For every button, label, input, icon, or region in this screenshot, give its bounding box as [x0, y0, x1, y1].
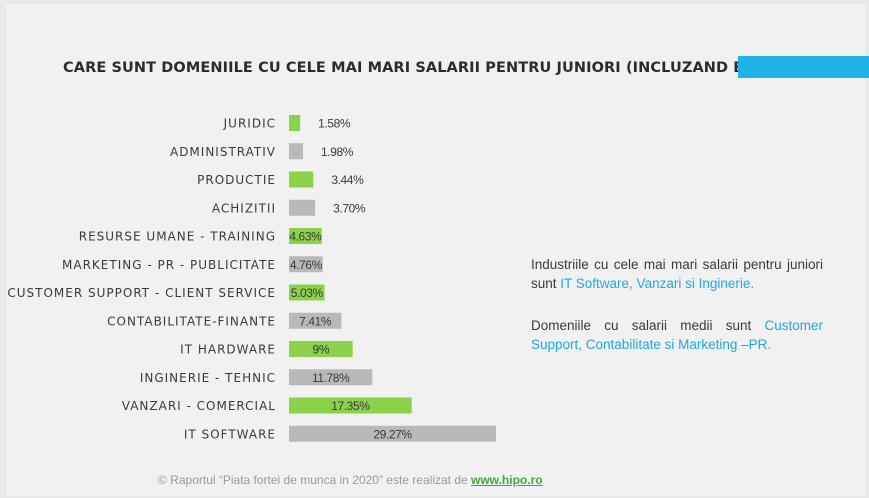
- data-label: 4.63%: [289, 230, 322, 244]
- data-label: 29.27%: [373, 427, 412, 441]
- data-label: 3.70%: [333, 201, 366, 215]
- bar: [289, 256, 323, 273]
- category-label: INGINERIE - TEHNIC: [140, 371, 276, 385]
- bar: [289, 425, 496, 442]
- category-label: ACHIZITII: [212, 201, 276, 215]
- data-label: 5.03%: [291, 286, 324, 300]
- bar: [289, 369, 373, 386]
- insight-text-bottom-body: Domeniile cu salarii medii sunt: [531, 318, 765, 333]
- category-label: ADMINISTRATIV: [170, 145, 276, 159]
- footer-link[interactable]: www.hipo.ro: [471, 473, 543, 487]
- bar: [289, 171, 314, 188]
- insight-text-top-body: Industriile cu cele mai mari salarii pen…: [531, 257, 823, 291]
- bar: [289, 115, 301, 131]
- category-label: JURIDIC: [223, 117, 276, 131]
- data-label: 1.98%: [321, 145, 354, 159]
- data-label: 7.41%: [299, 314, 332, 328]
- category-label: MARKETING - PR - PUBLICITATE: [62, 258, 276, 272]
- category-label: IT SOFTWARE: [184, 427, 276, 441]
- bar: [289, 199, 316, 216]
- category-label: IT HARDWARE: [180, 343, 276, 357]
- category-label: CONTABILITATE-FINANTE: [107, 314, 276, 328]
- data-label: 17.35%: [331, 399, 370, 413]
- category-label: RESURSE UMANE - TRAINING: [79, 230, 276, 244]
- footer-credit: © Raportul “Piata fortei de munca in 202…: [158, 473, 543, 487]
- data-label: 1.58%: [318, 117, 351, 131]
- bar: [289, 228, 322, 244]
- insight-text-top: Industriile cu cele mai mari salarii pen…: [531, 255, 823, 293]
- data-label: 4.76%: [290, 258, 323, 272]
- insight-text-bottom-highlight: Customer Support, Contabilitate si Marke…: [531, 318, 823, 352]
- title-accent-bar: [738, 56, 869, 78]
- chart-title: CARE SUNT DOMENIILE CU CELE MAI MARI SAL…: [63, 60, 836, 76]
- data-label: 9%: [313, 343, 330, 357]
- category-label: PRODUCTIE: [197, 173, 276, 187]
- bar: [289, 341, 353, 357]
- bar: [289, 284, 325, 301]
- bar: [289, 143, 304, 160]
- insight-text-bottom: Domeniile cu salarii medii sunt Customer…: [531, 316, 823, 354]
- insight-text-top-highlight: IT Software, Vanzari si Inginerie.: [560, 276, 755, 291]
- footer-text: © Raportul “Piata fortei de munca in 202…: [158, 473, 472, 487]
- category-label: VANZARI - COMERCIAL: [122, 399, 276, 413]
- bar: [289, 312, 342, 329]
- data-label: 3.44%: [331, 173, 364, 187]
- bar: [289, 397, 412, 414]
- category-label: CUSTOMER SUPPORT - CLIENT SERVICE: [7, 286, 276, 300]
- data-label: 11.78%: [312, 371, 350, 385]
- slide-background: [6, 4, 865, 496]
